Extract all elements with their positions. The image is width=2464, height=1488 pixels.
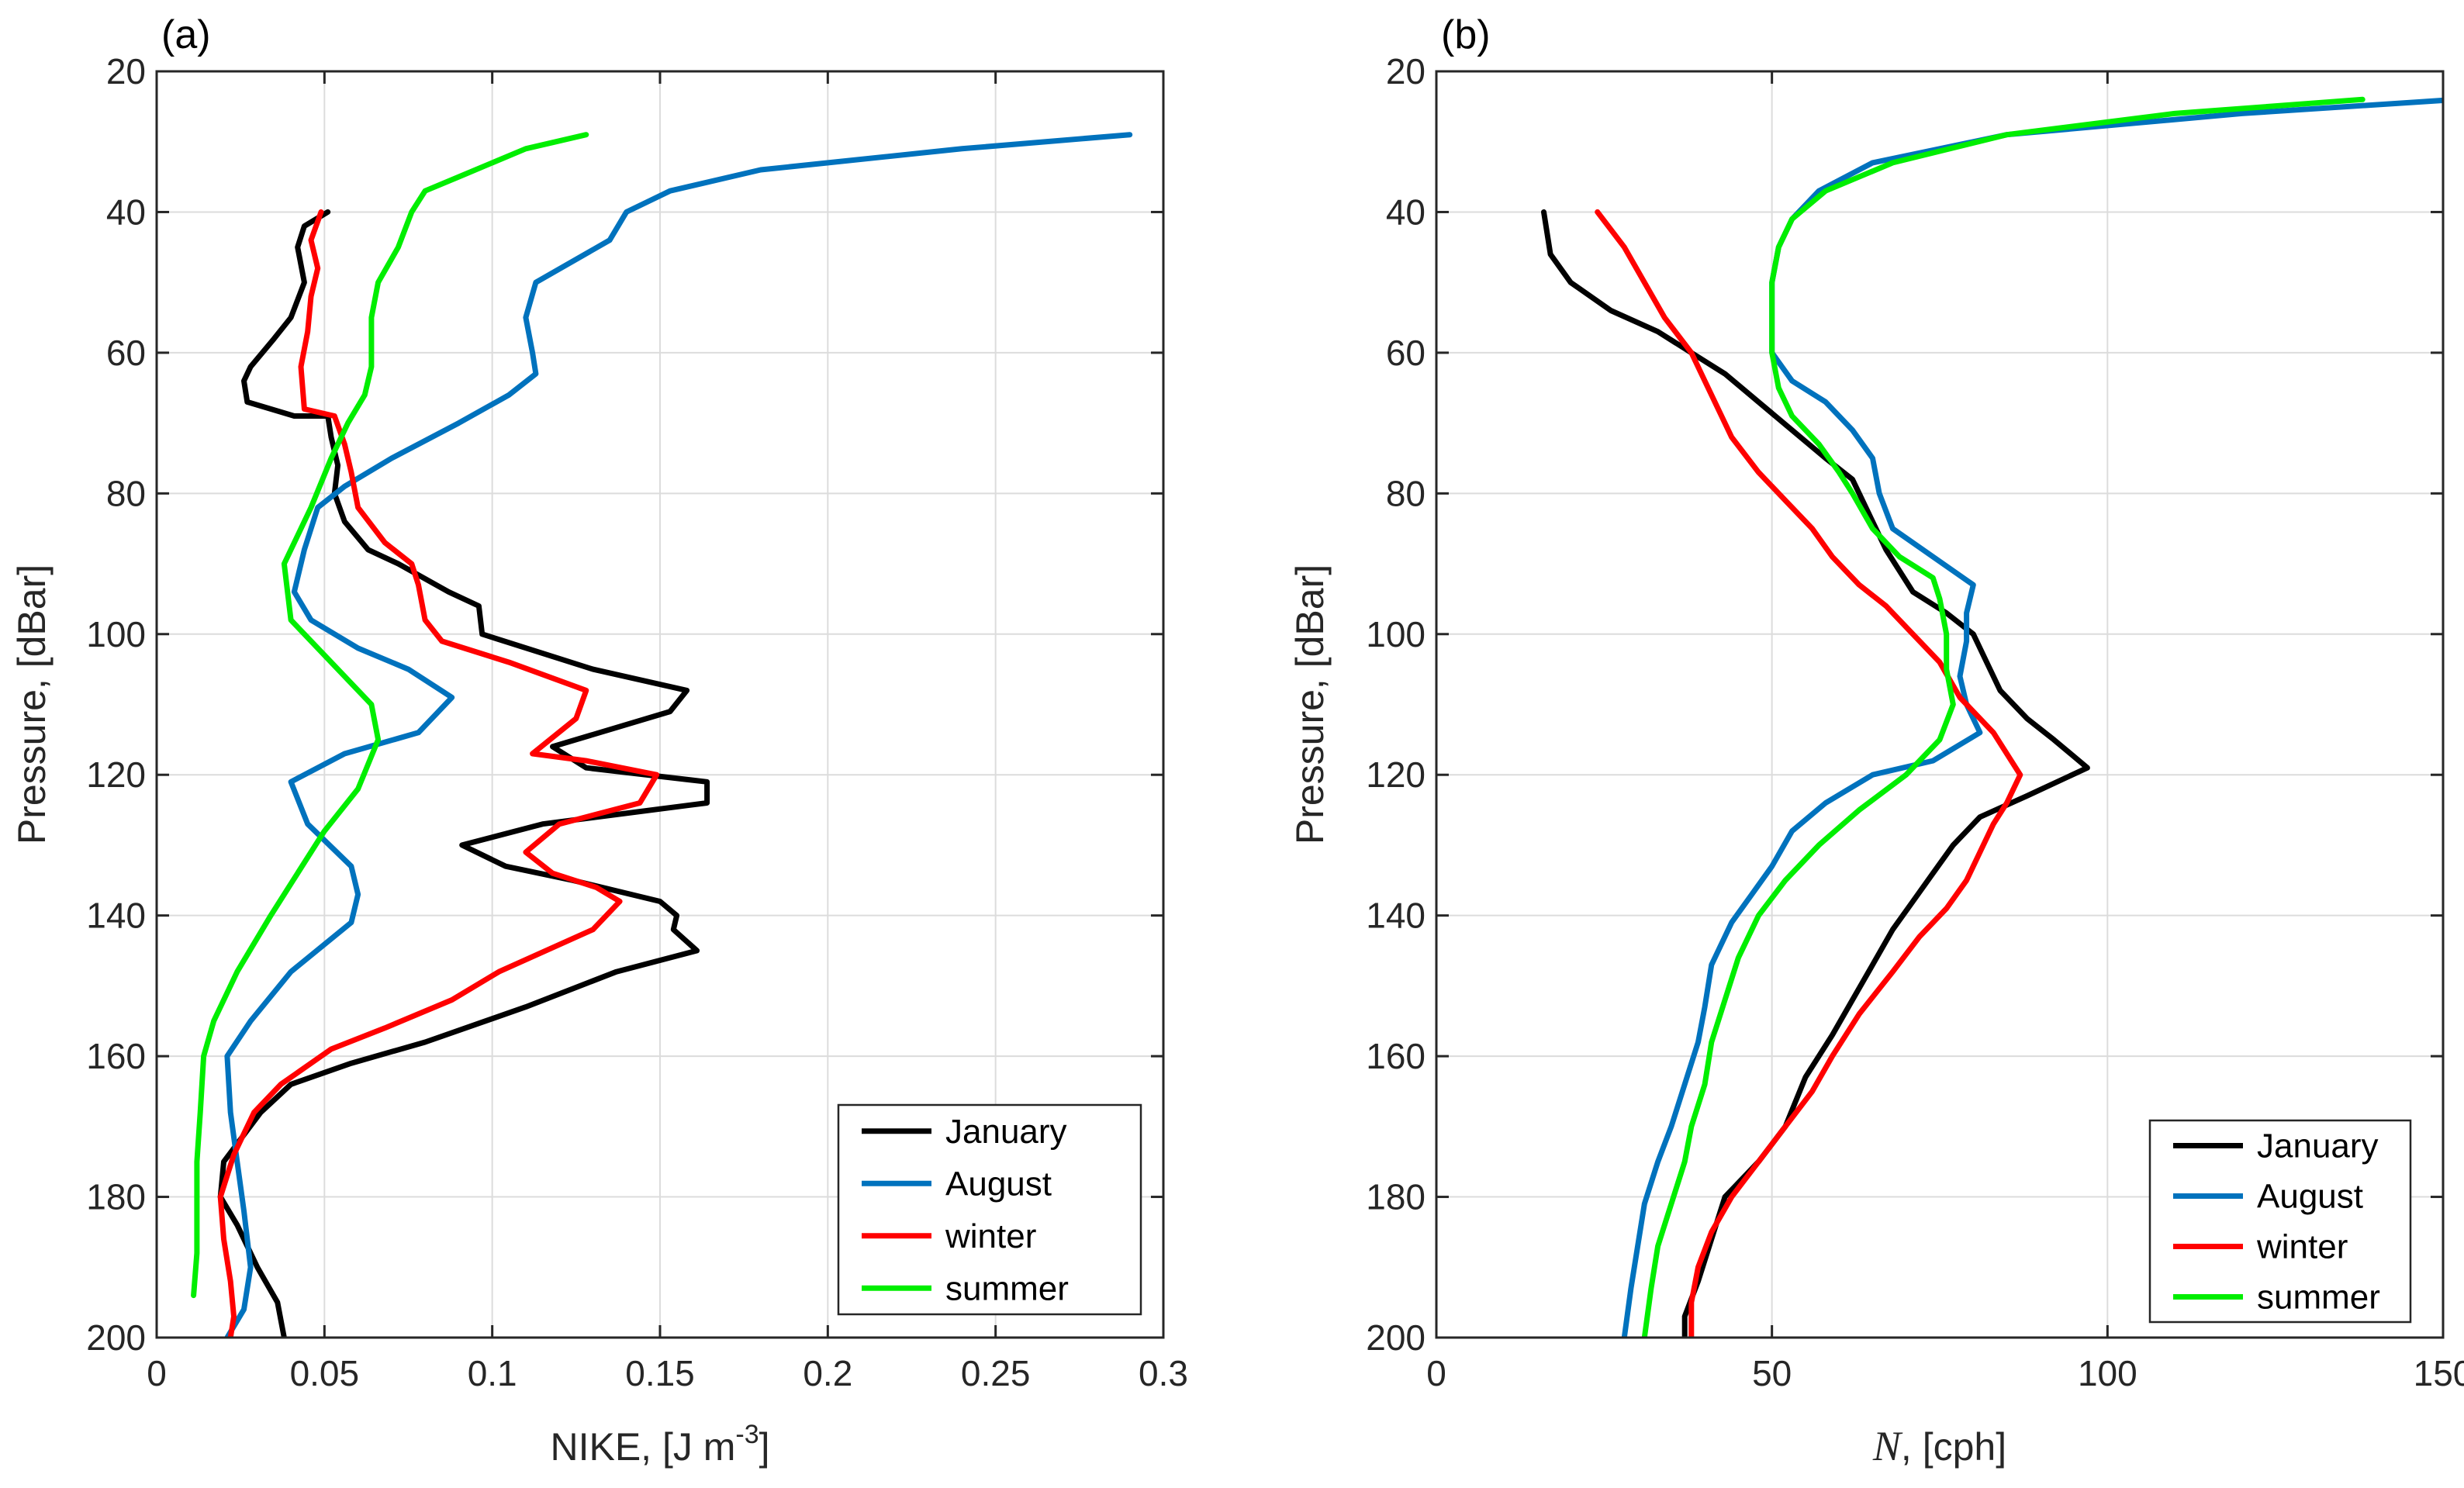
x-tick-label: 0.2 bbox=[803, 1353, 852, 1393]
x-tick-label: 0 bbox=[1426, 1353, 1446, 1393]
y-tick-label: 140 bbox=[86, 896, 146, 936]
x-axis-label: N, [cph] bbox=[1872, 1423, 2006, 1469]
series-group bbox=[1541, 96, 2443, 1338]
legend-label-january: January bbox=[945, 1113, 1067, 1151]
x-tick-label: 0.3 bbox=[1139, 1353, 1188, 1393]
legend-label-august: August bbox=[945, 1165, 1052, 1203]
x-axis-label: NIKE, [J m-3] bbox=[550, 1420, 769, 1469]
series-line-january bbox=[217, 209, 710, 1338]
x-tick-label: 100 bbox=[2078, 1353, 2137, 1393]
series-line-august bbox=[224, 132, 1133, 1338]
legend: January August winter summer bbox=[837, 1103, 1142, 1316]
y-tick-label: 20 bbox=[1386, 51, 1426, 91]
x-tick-label: 150 bbox=[2414, 1353, 2464, 1393]
legend-label-summer: summer bbox=[2257, 1279, 2380, 1317]
y-tick-label: 60 bbox=[1386, 333, 1426, 373]
x-tick-label: 0.05 bbox=[290, 1353, 360, 1393]
y-tick-label: 120 bbox=[86, 754, 146, 795]
y-tick-label: 100 bbox=[86, 614, 146, 654]
panel-a: 0 0.05 0.1 0.15 0.2 0.25 0.3 20 40 60 80 100 120 140 1… bbox=[10, 12, 1188, 1469]
series-line-winter bbox=[217, 209, 660, 1338]
y-tick-label: 80 bbox=[1386, 473, 1426, 513]
x-tick-label: 0.25 bbox=[961, 1353, 1031, 1393]
panel-label: (a) bbox=[161, 12, 211, 57]
y-axis-label: Pressure, [dBar] bbox=[1288, 564, 1332, 844]
legend-label-summer: summer bbox=[945, 1269, 1069, 1307]
y-tick-label: 160 bbox=[1366, 1036, 1426, 1076]
y-tick-label: 200 bbox=[86, 1317, 146, 1358]
x-tick-label: 50 bbox=[1752, 1353, 1792, 1393]
y-tick-label: 80 bbox=[106, 473, 146, 513]
axes-box bbox=[1435, 70, 2445, 1339]
series-line-winter bbox=[1595, 209, 2023, 1338]
y-tick-label: 40 bbox=[106, 192, 146, 232]
y-tick-label: 140 bbox=[1366, 896, 1426, 936]
legend-label-winter: winter bbox=[945, 1217, 1036, 1255]
legend-label-winter: winter bbox=[2256, 1228, 2348, 1266]
x-tick-label: 0.15 bbox=[625, 1353, 695, 1393]
x-tick-label: 0 bbox=[147, 1353, 167, 1393]
legend-label-august: August bbox=[2257, 1178, 2363, 1216]
y-tick-label: 20 bbox=[106, 51, 146, 91]
panel-label: (b) bbox=[1441, 12, 1491, 57]
x-tick-label: 0.1 bbox=[468, 1353, 517, 1393]
series-line-summer bbox=[191, 132, 589, 1299]
series-line-summer bbox=[1641, 96, 2366, 1338]
legend-label-january: January bbox=[2257, 1127, 2379, 1165]
y-tick-label: 180 bbox=[1366, 1177, 1426, 1217]
y-tick-label: 100 bbox=[1366, 614, 1426, 654]
y-axis-label: Pressure, [dBar] bbox=[10, 564, 54, 844]
legend: January August winter summer bbox=[2148, 1119, 2412, 1324]
y-tick-label: 180 bbox=[86, 1177, 146, 1217]
series-group bbox=[191, 132, 1133, 1338]
y-tick-label: 40 bbox=[1386, 192, 1426, 232]
y-tick-label: 200 bbox=[1366, 1317, 1426, 1358]
y-tick-label: 120 bbox=[1366, 754, 1426, 795]
y-tick-label: 60 bbox=[106, 333, 146, 373]
panel-b: 0 50 100 150 20 40 60 80 100 120 140 160 180 200 Press… bbox=[1288, 12, 2464, 1469]
legend-box bbox=[837, 1103, 1142, 1316]
y-tick-label: 160 bbox=[86, 1036, 146, 1076]
legend-box bbox=[2148, 1119, 2412, 1324]
